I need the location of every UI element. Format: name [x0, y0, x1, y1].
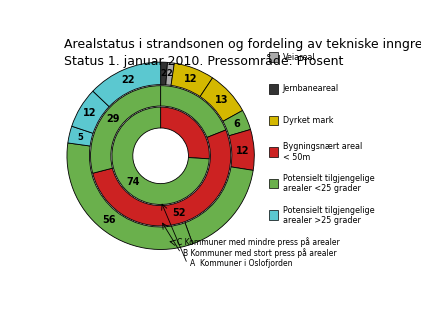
Text: A  Kommuner i Oslofjorden: A Kommuner i Oslofjorden — [189, 259, 292, 268]
Wedge shape — [112, 107, 209, 204]
Text: Arealstatus i strandsonen og fordeling av tekniske inngrep.: Arealstatus i strandsonen og fordeling a… — [64, 38, 421, 51]
Text: 52: 52 — [173, 208, 186, 218]
Text: B Kommuner med stort press på arealer: B Kommuner med stort press på arealer — [183, 248, 337, 258]
Text: 74: 74 — [126, 177, 139, 187]
Bar — [269, 53, 278, 62]
Bar — [269, 179, 278, 188]
Wedge shape — [229, 129, 254, 170]
Text: 29: 29 — [107, 114, 120, 124]
Text: 2: 2 — [161, 69, 167, 78]
Wedge shape — [91, 86, 161, 173]
Wedge shape — [161, 62, 168, 85]
Wedge shape — [93, 130, 231, 226]
Text: Bygningsnært areal
< 50m: Bygningsnært areal < 50m — [282, 142, 362, 162]
Bar — [269, 147, 278, 157]
Bar — [269, 210, 278, 220]
Text: Potensielt tilgjengelige
arealer >25 grader: Potensielt tilgjengelige arealer >25 gra… — [282, 205, 374, 225]
Bar — [269, 116, 278, 125]
Text: Jernbaneareal: Jernbaneareal — [282, 84, 339, 94]
Wedge shape — [161, 86, 226, 138]
Text: 2: 2 — [167, 69, 173, 78]
Text: 56: 56 — [102, 215, 115, 225]
Text: Veiareal: Veiareal — [282, 53, 315, 62]
Wedge shape — [72, 91, 109, 133]
Bar — [269, 84, 278, 94]
Wedge shape — [200, 78, 242, 121]
Text: 22: 22 — [122, 75, 135, 85]
Text: Potensielt tilgjengelige
arealer <25 grader: Potensielt tilgjengelige arealer <25 gra… — [282, 174, 374, 193]
Text: Status 1. januar 2010. Pressområde. Prosent: Status 1. januar 2010. Pressområde. Pros… — [64, 54, 344, 68]
Text: 5: 5 — [77, 133, 83, 141]
Text: 12: 12 — [236, 146, 250, 156]
Text: C Kommuner med mindre press på arealer: C Kommuner med mindre press på arealer — [177, 237, 339, 248]
Wedge shape — [67, 143, 193, 249]
Text: 6: 6 — [233, 119, 240, 129]
Wedge shape — [166, 62, 174, 85]
Wedge shape — [223, 110, 250, 136]
Wedge shape — [68, 126, 93, 146]
Text: 12: 12 — [83, 108, 97, 118]
Wedge shape — [161, 107, 209, 159]
Text: 13: 13 — [215, 95, 228, 105]
Text: Dyrket mark: Dyrket mark — [282, 116, 333, 125]
Wedge shape — [171, 63, 213, 97]
Wedge shape — [93, 62, 161, 107]
Wedge shape — [185, 167, 253, 244]
Text: 12: 12 — [184, 74, 197, 84]
